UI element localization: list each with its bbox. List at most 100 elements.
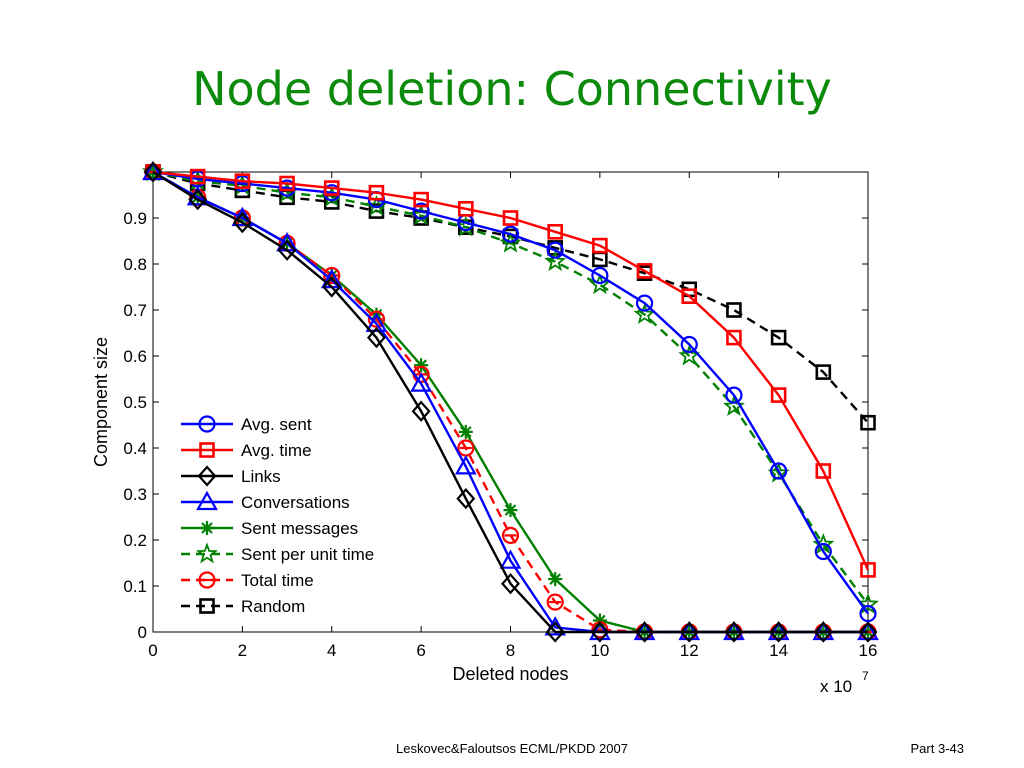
data-point — [592, 237, 608, 254]
legend-item: Sent messages — [181, 519, 358, 538]
legend-marker — [195, 542, 219, 564]
data-point — [723, 395, 745, 416]
data-point — [680, 335, 698, 354]
data-point — [501, 225, 520, 243]
data-point — [726, 329, 742, 346]
data-point — [368, 184, 385, 201]
x-tick-label: 16 — [859, 641, 878, 660]
data-point — [277, 239, 297, 261]
legend-item: Total time — [181, 571, 314, 590]
y-tick-label: 0.2 — [123, 531, 147, 550]
legend-label: Random — [241, 597, 305, 616]
legend-label: Avg. sent — [241, 415, 312, 434]
series-line — [152, 170, 868, 634]
legend: Avg. sent Avg. time Links Conversations Sent… — [178, 411, 410, 623]
y-tick-label: 0 — [138, 623, 147, 642]
data-point — [456, 487, 476, 510]
data-point — [681, 288, 698, 305]
legend-item: Links — [181, 465, 281, 487]
legend-label: Conversations — [241, 493, 350, 512]
legend-marker — [199, 442, 215, 458]
data-point — [813, 621, 833, 643]
x-tick-label: 10 — [590, 641, 609, 660]
data-point — [860, 414, 876, 431]
data-point — [502, 210, 519, 226]
x-axis-label: Deleted nodes — [452, 664, 568, 684]
data-point — [411, 400, 431, 422]
data-point — [856, 592, 880, 614]
data-point — [679, 621, 699, 643]
legend-item: Avg. time — [181, 441, 312, 460]
series-avg-time — [145, 164, 876, 578]
y-axis-label: Component size — [91, 337, 111, 467]
data-point — [323, 180, 340, 196]
x-axis-multiplier-exponent: 7 — [862, 669, 869, 683]
data-point — [590, 621, 610, 643]
legend-label: Sent messages — [241, 519, 358, 538]
legend-marker — [198, 415, 216, 433]
data-point — [188, 188, 208, 211]
footer-citation: Leskovec&Faloutsos ECML/PKDD 2007 — [396, 741, 628, 756]
x-tick-label: 12 — [680, 641, 699, 660]
data-point — [231, 206, 254, 227]
data-point — [501, 573, 520, 595]
legend-label: Links — [241, 467, 281, 486]
legend-label: Sent per unit time — [241, 545, 374, 564]
data-point — [725, 386, 743, 404]
legend-marker — [199, 598, 215, 614]
data-point — [546, 593, 564, 611]
y-tick-label: 0.6 — [123, 347, 147, 366]
y-tick-label: 0.3 — [123, 485, 147, 504]
data-point — [499, 231, 522, 253]
data-point — [815, 463, 832, 479]
data-point — [189, 168, 206, 185]
data-point — [636, 263, 653, 279]
data-point — [366, 326, 386, 349]
legend-marker — [196, 490, 218, 511]
data-point — [770, 462, 788, 480]
legend-marker — [197, 465, 217, 487]
y-tick-label: 0.5 — [123, 393, 147, 412]
data-point — [410, 372, 433, 392]
data-point — [545, 621, 565, 643]
x-tick-label: 4 — [327, 641, 336, 660]
legend-marker — [200, 521, 214, 535]
x-tick-label: 0 — [148, 641, 157, 660]
data-point — [458, 424, 473, 439]
legend-label: Total time — [241, 571, 314, 590]
y-tick-label: 0.8 — [123, 255, 147, 274]
legend-item: Sent per unit time — [181, 542, 374, 564]
data-point — [503, 503, 518, 518]
slide-title: Node deletion: Connectivity — [192, 62, 832, 116]
series-line — [152, 170, 869, 615]
data-point — [546, 241, 564, 259]
data-point — [279, 175, 295, 192]
series-line — [152, 170, 870, 571]
x-tick-label: 2 — [238, 641, 247, 660]
data-point — [770, 329, 787, 346]
data-point — [635, 621, 655, 643]
x-tick-label: 6 — [416, 641, 425, 660]
data-point — [322, 276, 342, 298]
legend-item: Avg. sent — [181, 415, 312, 434]
legend-item: Random — [181, 597, 305, 616]
data-point — [368, 203, 385, 219]
data-point — [142, 160, 164, 181]
y-tick-label: 0.4 — [123, 439, 147, 458]
data-point — [143, 161, 163, 183]
data-point — [547, 224, 563, 240]
legend-label: Avg. time — [241, 441, 312, 460]
data-point — [724, 621, 744, 643]
data-point — [548, 572, 563, 587]
data-point — [232, 211, 252, 234]
y-tick-label: 0.1 — [123, 577, 147, 596]
x-tick-label: 8 — [506, 641, 515, 660]
data-point — [726, 302, 742, 318]
data-point — [635, 294, 654, 312]
data-point — [234, 173, 251, 189]
data-point — [501, 526, 520, 545]
data-point — [365, 312, 388, 332]
data-point — [633, 303, 656, 324]
data-point — [860, 562, 876, 578]
x-tick-label: 14 — [769, 641, 788, 660]
